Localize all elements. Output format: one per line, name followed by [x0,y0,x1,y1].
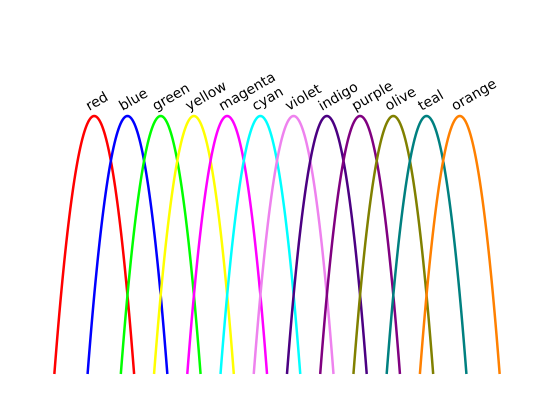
series-curve-indigo [285,114,368,375]
series-curve-teal [385,114,468,375]
series-curve-blue [86,114,169,375]
series-curve-olive [352,114,435,375]
series-curves [53,114,501,375]
series-curve-red [53,114,136,375]
series-labels: red blue greenyellowmagentacyanvioletindig… [83,69,499,114]
series-label-violet: violet [283,81,325,114]
series-label-blue: blue [116,85,150,114]
series-label-green: green [150,80,193,114]
series-curve-cyan [219,114,302,375]
series-label-orange: orange [449,76,500,114]
series-label-red: red [83,89,111,114]
series-curve-orange [418,114,501,375]
series-curve-yellow [152,114,236,375]
series-curve-purple [318,114,402,375]
series-curve-violet [252,114,335,375]
series-curve-magenta [186,114,269,375]
series-curve-green [119,114,202,375]
series-label-teal: teal [416,87,447,114]
